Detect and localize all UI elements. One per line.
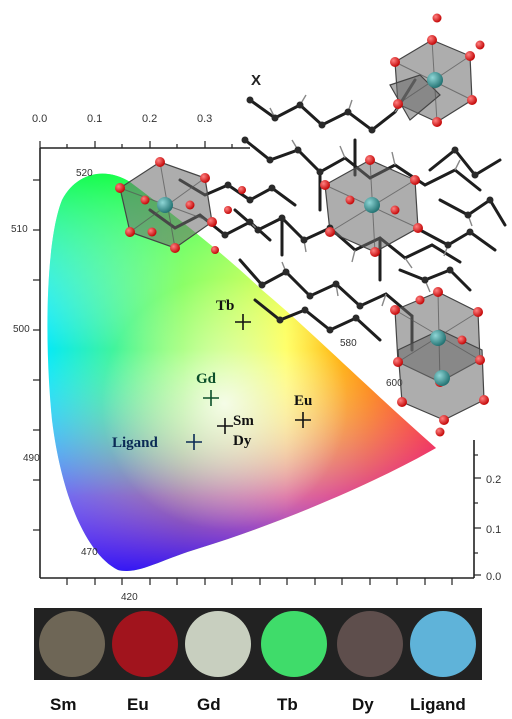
sample-gd-disc [185,611,251,677]
x-axis-label: X [251,72,261,89]
wavelength-600: 600 [386,378,403,389]
sample-label-ligand: Ligand [410,695,466,714]
x-tick-1: 0.1 [87,113,102,125]
label-ligand: Ligand [112,435,159,451]
x-tick-3: 0.3 [197,113,212,125]
marker-gd [203,390,219,406]
marker-tb [235,314,251,330]
wavelength-520: 520 [76,168,93,179]
wavelength-470: 470 [81,547,98,558]
sample-label-eu: Eu [127,695,149,714]
wavelength-580: 580 [340,338,357,349]
sample-ligand-disc [410,611,476,677]
sample-eu-disc [112,611,178,677]
y-tick-1: 0.1 [486,524,501,536]
wavelength-490: 490 [23,453,40,464]
sample-label-sm: Sm [50,695,76,714]
sample-sm-disc [39,611,105,677]
strip-background [34,608,482,680]
label-eu: Eu [294,393,312,409]
y-tick-2: 0.0 [486,571,501,583]
x-tick-0: 0.0 [32,113,47,125]
x-tick-2: 0.2 [142,113,157,125]
sample-dy-disc [337,611,403,677]
label-tb: Tb [216,298,234,314]
plot-axes [39,147,475,579]
y-tick-0: 0.2 [486,474,501,486]
sample-label-dy: Dy [352,695,374,714]
wavelength-500: 500 [13,324,30,335]
axis-ticks [33,141,481,585]
wavelength-510: 510 [11,224,28,235]
sample-label-tb: Tb [277,695,298,714]
marker-sm [217,418,233,434]
marker-eu [295,412,311,428]
label-sm: Sm [233,413,254,429]
sample-photo-strip [34,608,482,680]
crystal-structure-image [115,13,507,437]
label-gd: Gd [196,371,217,387]
marker-ligand [186,434,202,450]
sample-tb-disc [261,611,327,677]
label-dy: Dy [233,433,252,449]
wavelength-420: 420 [121,592,138,603]
cie-point-markers [186,314,311,450]
sample-label-gd: Gd [197,695,221,714]
